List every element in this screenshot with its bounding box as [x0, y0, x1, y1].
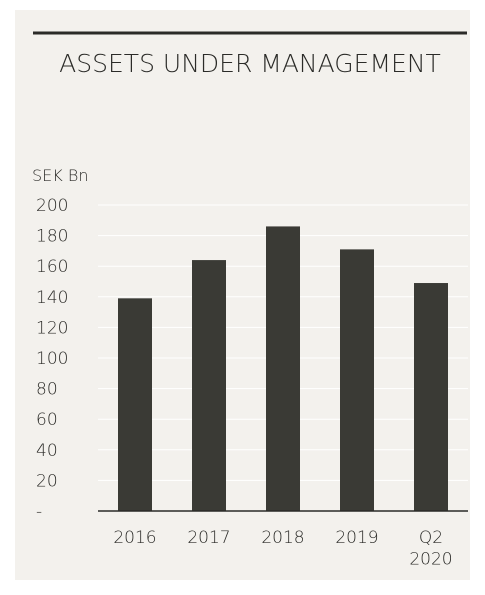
x-tick-label: 2016	[113, 528, 156, 548]
bar	[414, 283, 448, 511]
chart-title: ASSETS UNDER MANAGEMENT	[59, 49, 441, 78]
bar	[266, 226, 300, 512]
y-tick-label: 180	[36, 227, 68, 247]
bar	[118, 298, 152, 511]
y-tick-label: 100	[36, 349, 68, 369]
y-tick-label: -	[36, 502, 42, 522]
y-tick-label: 40	[36, 441, 58, 461]
x-tick-label: 2017	[187, 528, 230, 548]
y-tick-label: 20	[36, 471, 58, 491]
x-tick-label: 2018	[261, 528, 304, 548]
x-tick-label: 2019	[335, 528, 378, 548]
y-tick-label: 60	[36, 410, 58, 430]
y-tick-label: 80	[36, 380, 58, 400]
x-tick-label: Q2 2020	[409, 528, 452, 569]
bar	[340, 249, 374, 511]
y-tick-label: 120	[36, 318, 68, 338]
bar	[192, 260, 226, 511]
y-tick-label: 200	[36, 196, 68, 216]
y-tick-label: 160	[36, 257, 68, 277]
y-axis-label: SEK Bn	[32, 166, 88, 185]
panel	[15, 10, 470, 580]
y-tick-label: 140	[36, 288, 68, 308]
